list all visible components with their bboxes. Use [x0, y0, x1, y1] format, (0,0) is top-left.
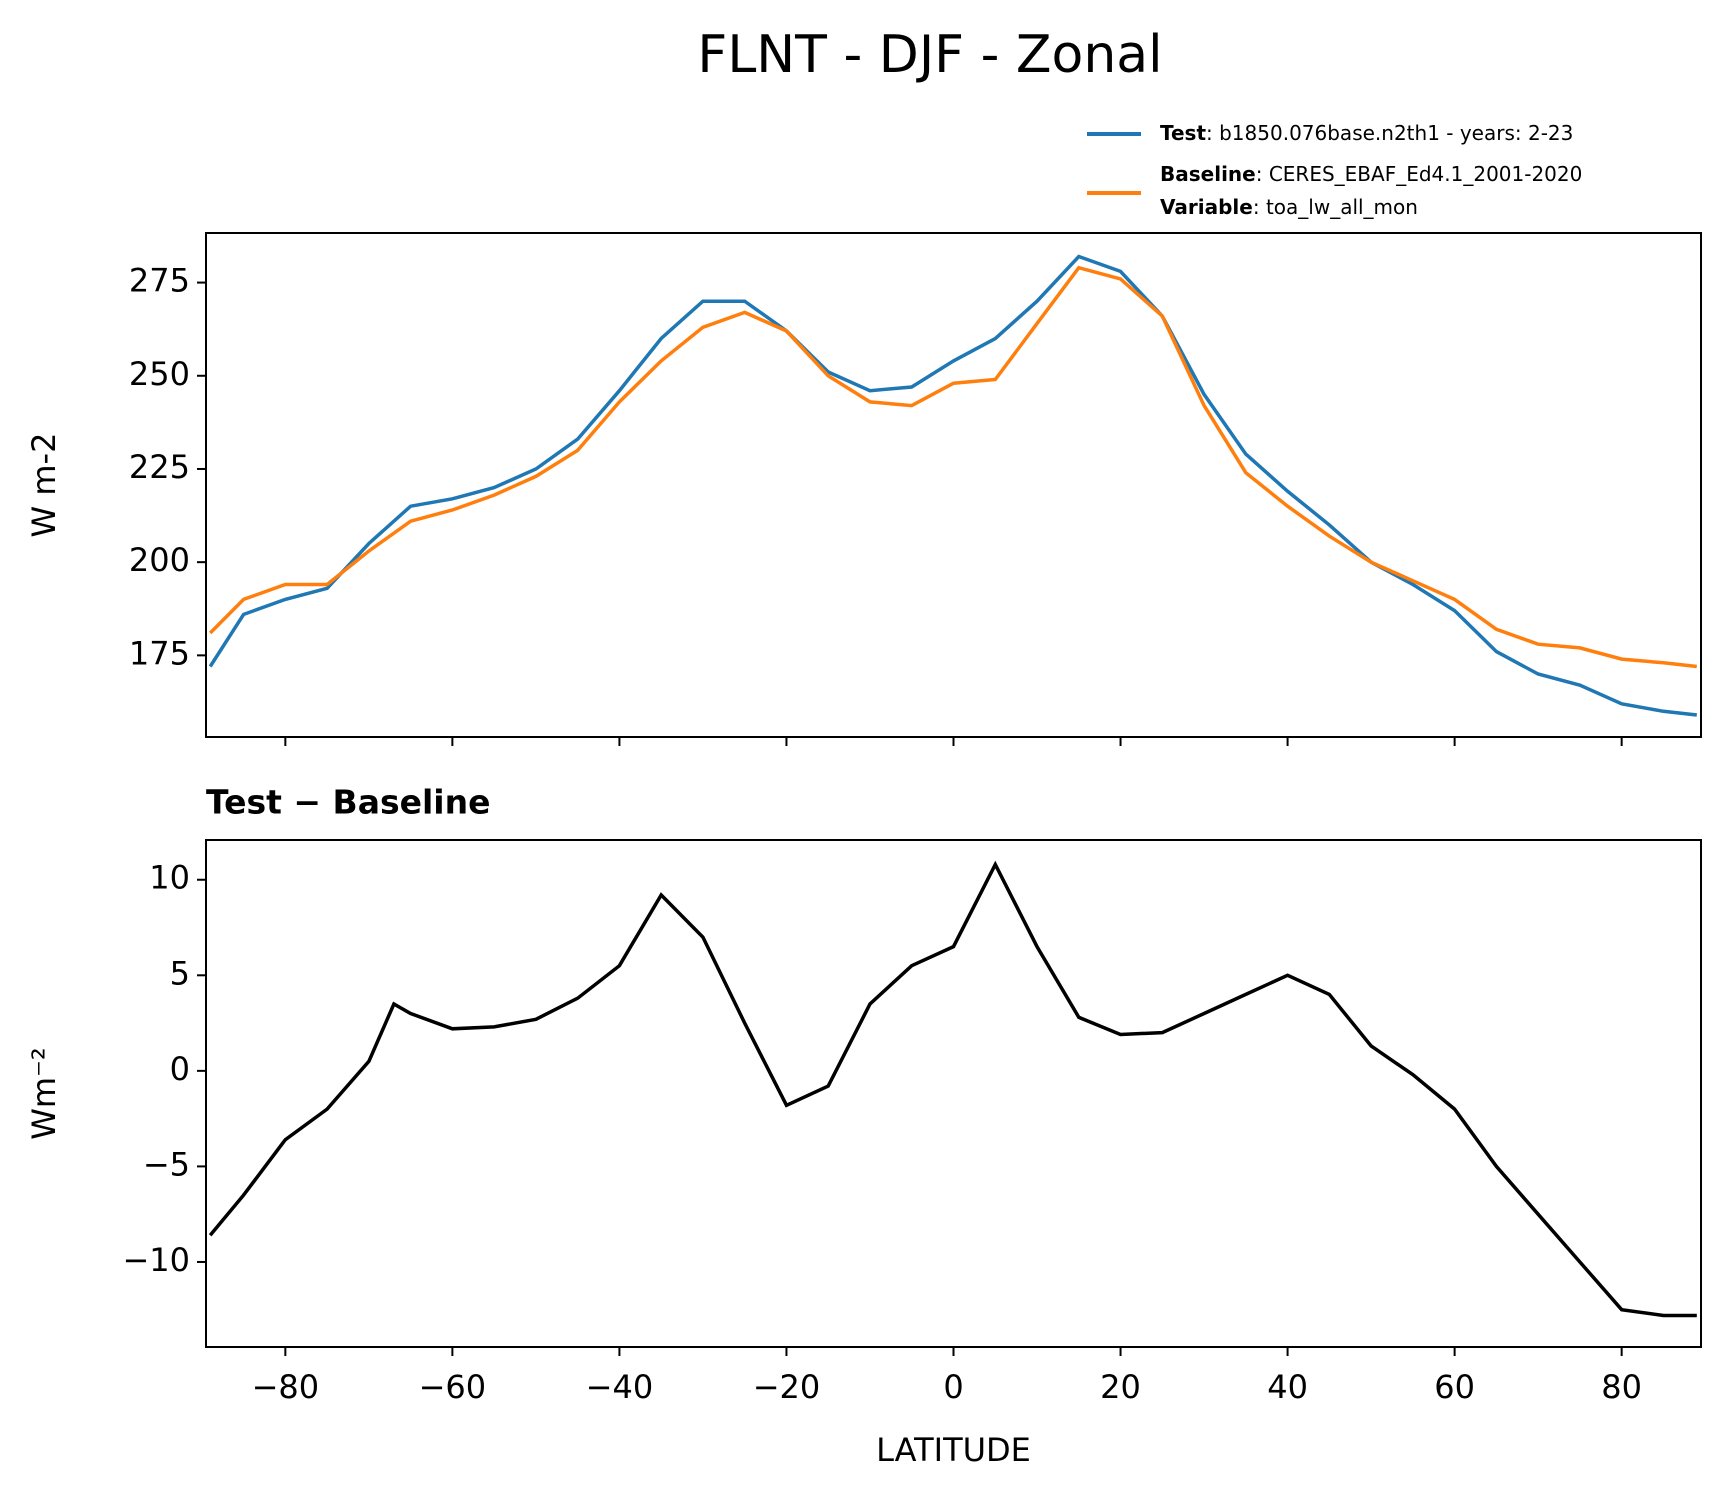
- x-tick-label: −40: [586, 1368, 654, 1406]
- y-axis-label: Wm⁻²: [25, 1047, 63, 1140]
- series-line: [208, 254, 1697, 717]
- legend-name: Baseline: [1160, 162, 1256, 186]
- figure-title: FLNT - DJF - Zonal: [697, 25, 1162, 85]
- x-tick-label: −60: [419, 1368, 487, 1406]
- legend-detail: : b1850.076base.n2th1 - years: 2-23: [1206, 121, 1573, 145]
- y-tick-label: 250: [129, 355, 190, 393]
- legend-entry: Test: b1850.076base.n2th1 - years: 2-23: [1160, 121, 1573, 145]
- y-tick-label: 200: [129, 541, 190, 579]
- x-tick-label: 20: [1100, 1368, 1141, 1406]
- y-tick-label: 275: [129, 262, 190, 300]
- legend-detail: : CERES_EBAF_Ed4.1_2001-2020: [1256, 162, 1583, 186]
- x-axis-label: LATITUDE: [876, 1431, 1031, 1469]
- x-tick-label: −80: [252, 1368, 320, 1406]
- legend-entry: Baseline: CERES_EBAF_Ed4.1_2001-2020: [1160, 162, 1582, 186]
- x-tick-label: 60: [1434, 1368, 1475, 1406]
- series-line: [208, 860, 1697, 1318]
- panel-title: Test − Baseline: [206, 783, 491, 822]
- y-tick-label: 225: [129, 448, 190, 486]
- y-tick-label: 0: [170, 1050, 190, 1088]
- y-tick-label: 5: [170, 954, 190, 992]
- axes-frame: [205, 839, 1702, 1348]
- y-tick-label: 175: [129, 634, 190, 672]
- x-tick-label: −20: [753, 1368, 821, 1406]
- x-tick-label: 0: [943, 1368, 963, 1406]
- legend-entry: Variable: toa_lw_all_mon: [1160, 195, 1418, 219]
- legend-detail: : toa_lw_all_mon: [1253, 195, 1418, 219]
- series-line: [208, 265, 1697, 669]
- y-tick-label: 10: [149, 859, 190, 897]
- y-tick-label: −10: [122, 1241, 190, 1279]
- x-tick-label: 40: [1267, 1368, 1308, 1406]
- x-tick-label: 80: [1601, 1368, 1642, 1406]
- y-tick-label: −5: [143, 1145, 190, 1183]
- legend-name: Variable: [1160, 195, 1253, 219]
- axes-frame: [205, 232, 1702, 738]
- y-axis-label: W m-2: [25, 433, 63, 538]
- legend-name: Test: [1160, 121, 1206, 145]
